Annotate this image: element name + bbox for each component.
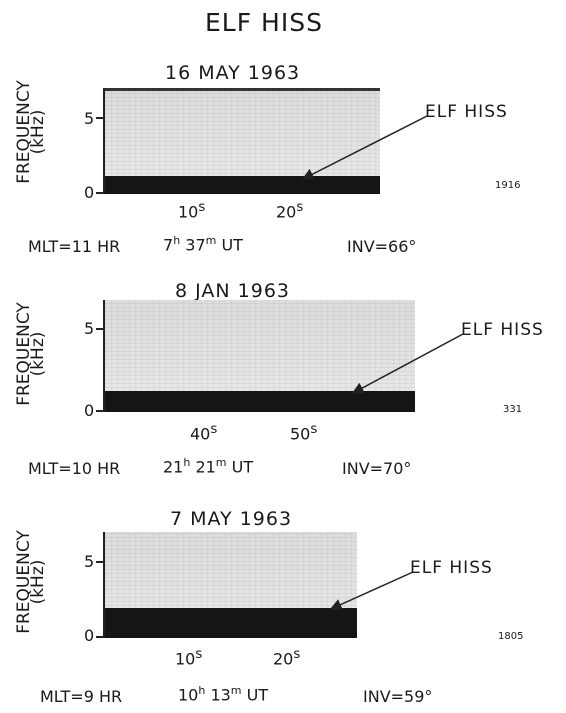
panel-3-inv: INV=59° (363, 687, 433, 706)
panel-2-xtick-1: 40s (190, 422, 218, 444)
panel-2-xtick-2: 50s (290, 422, 318, 444)
panel-1-ytick-mark-0 (96, 192, 104, 194)
panel-1-ytick-0: 0 (84, 183, 95, 202)
figure-title: ELF HISS (205, 8, 323, 37)
panel-1-annotation: ELF HISS (425, 102, 508, 122)
panel-1-y-axis (103, 88, 105, 194)
panel-1-ut: 7h 37m UT (163, 234, 243, 255)
panel-1-spectrogram (105, 88, 380, 194)
panel-1-inv: INV=66° (347, 237, 417, 256)
panel-3-xtick-2: 20s (273, 647, 301, 669)
panel-1-hiss-band (105, 176, 380, 194)
panel-2-date: 8 JAN 1963 (175, 280, 291, 302)
panel-3-ytick-mark-0 (96, 636, 104, 638)
panel-2-ytick-mark-5 (96, 328, 104, 330)
panel-1-mlt: MLT=11 HR (28, 237, 121, 256)
panel-1-ytick-mark-5 (96, 117, 104, 119)
panel-3-xtick-1: 10s (175, 647, 203, 669)
panel-2-ytick-0: 0 (84, 401, 95, 420)
panel-2-mlt: MLT=10 HR (28, 459, 121, 478)
panel-3-ytick-mark-5 (96, 561, 104, 563)
panel-3-annotation: ELF HISS (410, 558, 493, 578)
panel-3-date: 7 MAY 1963 (170, 508, 293, 530)
panel-1-ytick-5: 5 (84, 109, 95, 128)
panel-3-y-axis (103, 532, 105, 638)
panel-2-hiss-band (105, 391, 415, 412)
panel-1-date: 16 MAY 1963 (165, 62, 301, 84)
panel-3-ut: 10h 13m UT (178, 684, 269, 705)
panel-2-inv: INV=70° (342, 459, 412, 478)
panel-2-arrow (351, 333, 464, 394)
panel-3-spectrogram (105, 532, 357, 638)
panel-3-arrow (329, 571, 414, 611)
panel-1-xtick-1: 10s (178, 200, 206, 222)
panel-3-station-id: 1805 (498, 631, 524, 642)
panel-3-hiss-band (105, 608, 357, 638)
panel-2-annotation: ELF HISS (461, 320, 544, 340)
panel-3-ytick-5: 5 (84, 552, 95, 571)
panel-2-y-axis (103, 300, 105, 412)
panel-3-ytick-0: 0 (84, 626, 95, 645)
panel-1-spectrogram-topline (105, 88, 380, 91)
panel-1-arrow (301, 115, 428, 180)
panel-3-mlt: MLT=9 HR (40, 687, 123, 706)
panel-1-station-id: 1916 (495, 180, 521, 191)
panel-2-ytick-5: 5 (84, 319, 95, 338)
panel-2-station-id: 331 (503, 404, 523, 415)
panel-2-ytick-mark-0 (96, 410, 104, 412)
panel-1-xtick-2: 20s (276, 200, 304, 222)
panel-2-ut: 21h 21m UT (163, 456, 254, 477)
